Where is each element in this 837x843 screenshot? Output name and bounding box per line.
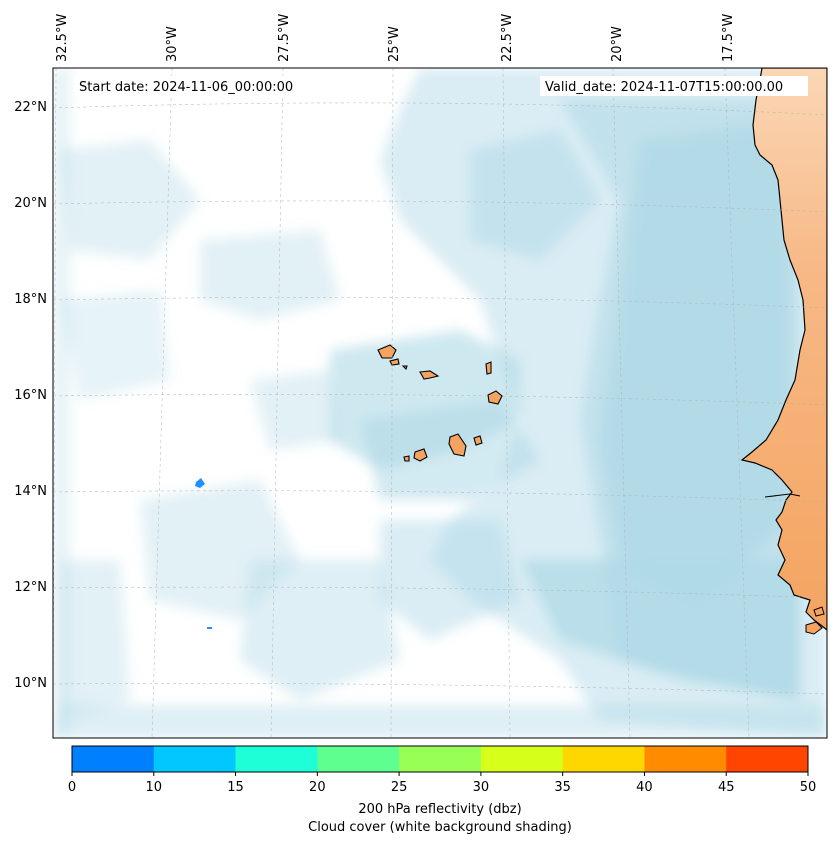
reflectivity-cell [195, 478, 205, 488]
start-date-box [75, 76, 315, 96]
island-maio [473, 435, 483, 446]
colorbar-tick-label: 35 [554, 780, 571, 795]
colorbar-tick-label: 50 [800, 780, 817, 795]
island-santiago [448, 433, 467, 457]
colorbar-tick-label: 40 [636, 780, 653, 795]
colorbar-tick-label: 20 [309, 780, 326, 795]
map-frame [52, 67, 828, 739]
lon-label: 22.5°W [500, 14, 515, 62]
island-santo-antao [377, 344, 397, 359]
lon-label: 17.5°W [721, 14, 736, 62]
lat-label: 18°N [14, 292, 47, 307]
land-coastal-island [805, 621, 823, 635]
valid-date-text: Valid_date: 2024-11-07T15:00:00.00 [545, 80, 783, 95]
island-boa-vista [487, 390, 503, 405]
colorbar-segment [153, 746, 236, 772]
lat-label: 16°N [14, 388, 47, 403]
lon-label: 30°W [165, 26, 180, 62]
valid-date-box [540, 76, 808, 96]
colorbar-tick-label: 0 [68, 780, 76, 795]
land-west-africa [740, 68, 827, 631]
colorbar-tick-label: 45 [718, 780, 735, 795]
lon-label: 25°W [387, 26, 402, 62]
lon-label: 32.5°W [55, 14, 70, 62]
cloud-cover-shading [53, 68, 827, 738]
start-date-text: Start date: 2024-11-06_00:00:00 [79, 80, 293, 95]
lat-label: 22°N [14, 100, 47, 115]
land-coastal-island [813, 606, 825, 617]
colorbar-label-line2: Cloud cover (white background shading) [308, 820, 572, 835]
colorbar-segment [235, 746, 318, 772]
colorbar-segment [480, 746, 563, 772]
colorbar-segment [726, 746, 809, 772]
colorbar-segment [72, 746, 155, 772]
colorbar: 0 10 15 20 25 30 35 40 45 50 [68, 745, 817, 795]
lon-label: 27.5°W [277, 14, 292, 62]
colorbar-tick-label: 30 [473, 780, 490, 795]
graticule-lines [53, 68, 827, 738]
island-sao-nicolau [419, 370, 440, 380]
latitude-labels: 22°N 20°N 18°N 16°N 14°N 12°N 10°N [14, 100, 47, 691]
colorbar-tick-label: 15 [227, 780, 244, 795]
cape-verde-islands [377, 344, 503, 462]
lat-label: 20°N [14, 196, 47, 211]
colorbar-label-line1: 200 hPa reflectivity (dbz) [358, 802, 521, 817]
island-brava [403, 455, 410, 462]
longitude-labels: 32.5°W 30°W 27.5°W 25°W 22.5°W 20°W 17.5… [55, 14, 736, 62]
colorbar-segment [644, 746, 727, 772]
island-sal [485, 361, 492, 375]
colorbar-tick-label: 10 [146, 780, 163, 795]
gambia-river-line [764, 493, 801, 498]
colorbar-segment [399, 746, 482, 772]
lat-label: 14°N [14, 484, 47, 499]
island-santa-luzia [401, 365, 408, 371]
colorbar-segment [562, 746, 645, 772]
island-fogo [413, 448, 428, 462]
lat-label: 10°N [14, 676, 47, 691]
lon-label: 20°W [610, 26, 625, 62]
reflectivity-cell [207, 627, 212, 629]
reflectivity-cells [195, 478, 212, 629]
colorbar-segment [317, 746, 400, 772]
colorbar-tick-label: 25 [391, 780, 408, 795]
lat-label: 12°N [14, 580, 47, 595]
colorbar-frame [71, 745, 809, 773]
